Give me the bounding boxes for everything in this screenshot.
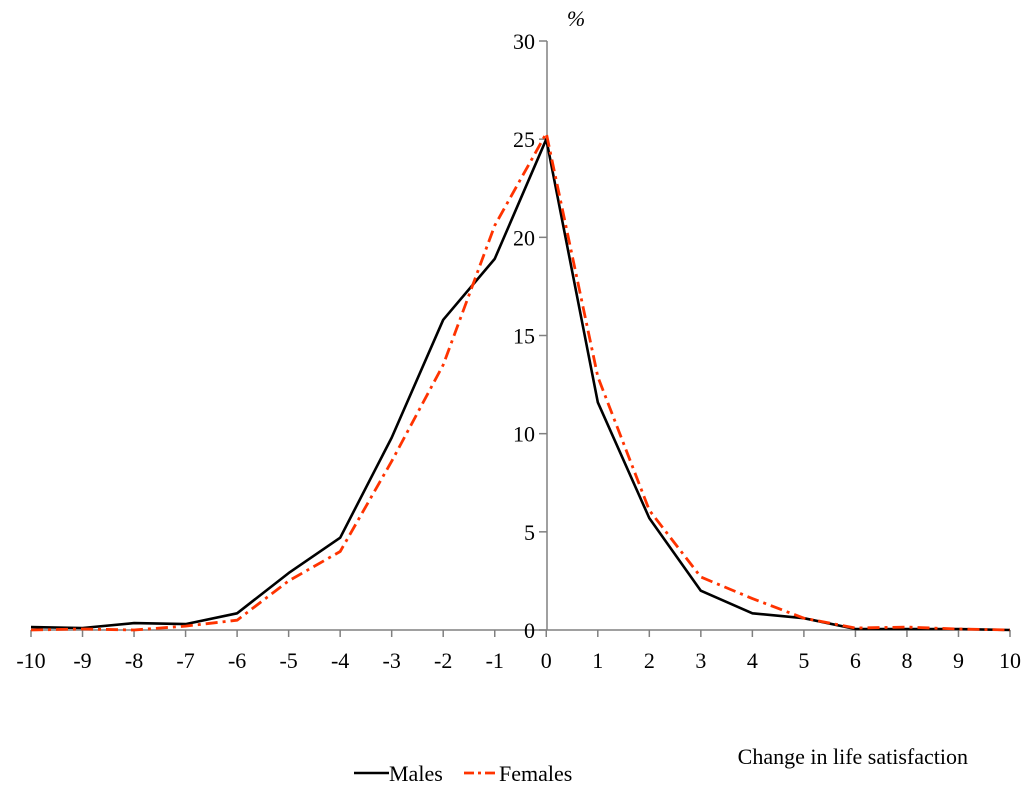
x-tick-label: 1 bbox=[592, 648, 603, 673]
x-tick-label: -2 bbox=[434, 648, 452, 673]
x-tick-label: 4 bbox=[747, 648, 758, 673]
series-group bbox=[30, 131, 1011, 632]
x-axis-title: Change in life satisfaction bbox=[738, 744, 968, 769]
x-tick-label: 5 bbox=[798, 648, 809, 673]
x-tick-label: -10 bbox=[16, 648, 45, 673]
x-tick-label: -8 bbox=[125, 648, 143, 673]
y-tick-label: 10 bbox=[513, 422, 535, 447]
x-tick-label: -5 bbox=[279, 648, 297, 673]
x-tick-label: 3 bbox=[695, 648, 706, 673]
y-tick-label: 30 bbox=[513, 29, 535, 54]
x-tick-label: 10 bbox=[999, 648, 1021, 673]
series-line-males bbox=[30, 137, 1011, 632]
legend: Males Females bbox=[354, 761, 572, 786]
y-tick-label: 0 bbox=[524, 618, 535, 643]
y-tick-label: 5 bbox=[524, 520, 535, 545]
x-tick-label: -9 bbox=[73, 648, 91, 673]
x-tick-label: 2 bbox=[644, 648, 655, 673]
y-tick-label: 15 bbox=[513, 324, 535, 349]
x-tick-label: -1 bbox=[486, 648, 504, 673]
x-tick-label: -6 bbox=[228, 648, 246, 673]
x-tick-label: -3 bbox=[383, 648, 401, 673]
y-tick-label: 20 bbox=[513, 225, 535, 250]
x-tick-label: -4 bbox=[331, 648, 349, 673]
y-tick-label: 25 bbox=[513, 127, 535, 152]
x-tick-label: 0 bbox=[541, 648, 552, 673]
x-tick-label: -7 bbox=[176, 648, 194, 673]
legend-label-males: Males bbox=[389, 761, 443, 786]
legend-label-females: Females bbox=[499, 761, 572, 786]
y-axis-unit-label: % bbox=[567, 6, 585, 31]
x-tick-label: 6 bbox=[850, 648, 861, 673]
series-line-females bbox=[30, 131, 1011, 632]
x-tick-label: 8 bbox=[901, 648, 912, 673]
x-tick-label: 9 bbox=[953, 648, 964, 673]
